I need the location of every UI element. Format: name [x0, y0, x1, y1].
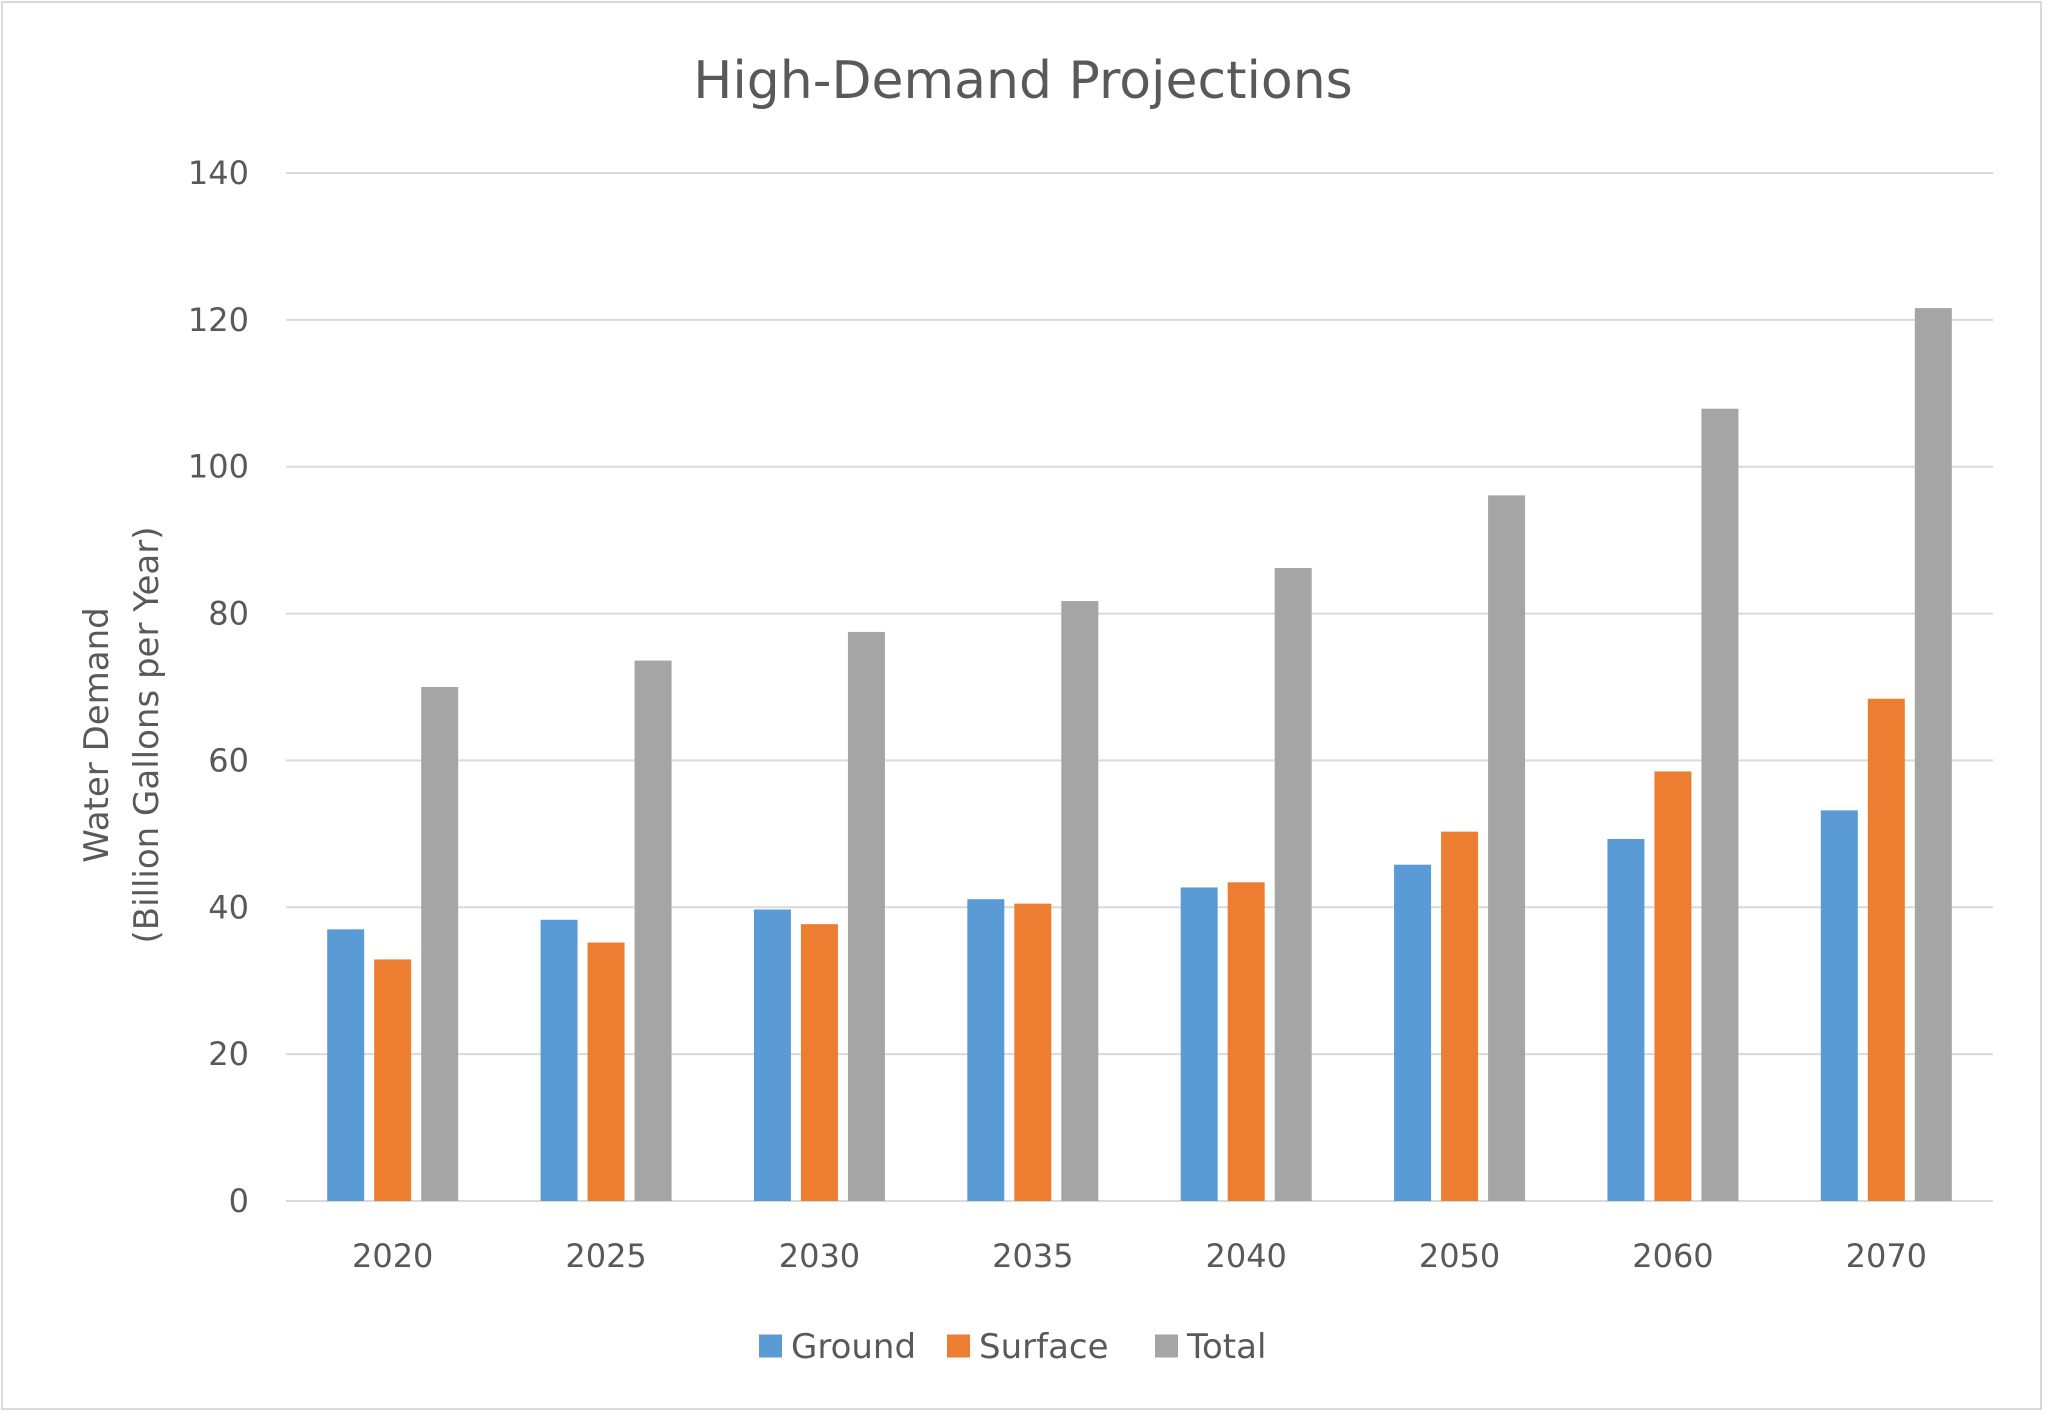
- bar-surface-2070: [1867, 698, 1905, 1201]
- bar-surface-2035: [1014, 903, 1052, 1201]
- bar-surface-2060: [1654, 771, 1692, 1201]
- bar-total-2035: [1061, 601, 1099, 1201]
- bar-ground-2070: [1820, 810, 1858, 1201]
- y-axis-title: Water Demand (Billion Gallons per Year): [77, 526, 167, 943]
- y-tick-label: 20: [208, 1035, 249, 1073]
- x-tick-label: 2035: [992, 1237, 1073, 1275]
- bar-total-2060: [1701, 408, 1739, 1202]
- bar-surface-2040: [1227, 882, 1265, 1201]
- chart-title: High-Demand Projections: [693, 51, 1353, 111]
- bar-total-2050: [1488, 495, 1526, 1201]
- x-tick-label: 2070: [1846, 1237, 1927, 1275]
- y-tick-label: 100: [188, 448, 249, 486]
- x-tick-label: 2060: [1632, 1237, 1713, 1275]
- bar-ground-2060: [1607, 838, 1645, 1201]
- bar-surface-2030: [800, 924, 838, 1201]
- y-tick-label: 0: [229, 1182, 249, 1220]
- x-tick-label: 2040: [1205, 1237, 1286, 1275]
- x-tick-label: 2050: [1419, 1237, 1500, 1275]
- bar-ground-2020: [327, 929, 365, 1201]
- bar-surface-2025: [587, 942, 625, 1201]
- x-axis-ticks: 2020 2025 2030 2035 2040 2050 2060 2070: [352, 1237, 1927, 1275]
- bar-total-2030: [847, 631, 885, 1201]
- y-tick-label: 120: [188, 301, 249, 339]
- y-axis-title-line2: (Billion Gallons per Year): [127, 526, 167, 943]
- bar-ground-2035: [967, 899, 1005, 1201]
- y-axis-ticks: 0 20 40 60 80 100 120 140: [188, 154, 249, 1220]
- legend-swatch-ground: [759, 1334, 782, 1358]
- y-tick-label: 40: [208, 888, 249, 926]
- bar-total-2070: [1914, 308, 1952, 1201]
- bar-total-2025: [634, 660, 672, 1201]
- bar-surface-2050: [1441, 831, 1479, 1201]
- legend-label-total: Total: [1186, 1327, 1266, 1367]
- bar-ground-2030: [753, 909, 791, 1201]
- y-tick-label: 80: [208, 595, 249, 633]
- y-axis-title-line1: Water Demand: [77, 607, 117, 863]
- y-tick-label: 60: [208, 741, 249, 779]
- legend: Ground Surface Total: [759, 1327, 1266, 1367]
- x-tick-label: 2030: [779, 1237, 860, 1275]
- bar-ground-2040: [1180, 887, 1218, 1201]
- legend-label-ground: Ground: [791, 1327, 916, 1367]
- bar-total-2040: [1274, 568, 1312, 1201]
- legend-swatch-surface: [947, 1334, 970, 1358]
- x-tick-label: 2025: [565, 1237, 646, 1275]
- bar-total-2020: [421, 687, 459, 1201]
- bar-ground-2050: [1394, 864, 1432, 1201]
- y-tick-label: 140: [188, 154, 249, 192]
- bar-surface-2020: [374, 959, 412, 1201]
- bar-chart: High-Demand Projections Water Demand (Bi…: [77, 51, 1993, 1367]
- bar-ground-2025: [540, 919, 578, 1201]
- bars: [327, 308, 1952, 1202]
- legend-swatch-total: [1155, 1334, 1178, 1358]
- legend-label-surface: Surface: [979, 1327, 1109, 1367]
- x-tick-label: 2020: [352, 1237, 433, 1275]
